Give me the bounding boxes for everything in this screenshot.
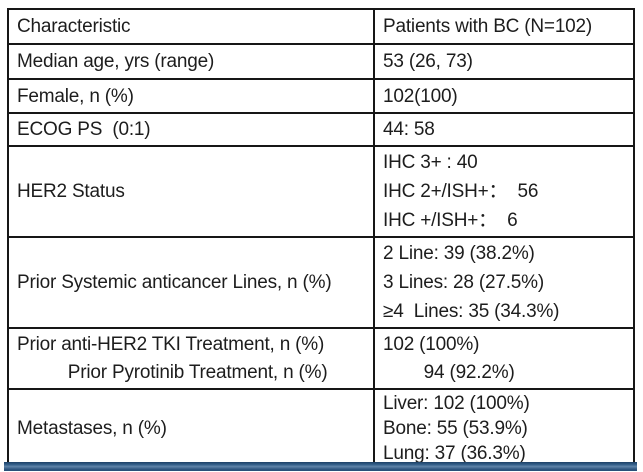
- row-label: Median age, yrs (range): [17, 51, 215, 72]
- row-label: Female, n (%): [17, 85, 134, 107]
- row-label: Prior Systemic anticancer Lines, n (%): [17, 272, 332, 293]
- header-patients-label: Patients with BC (N=102): [383, 16, 593, 37]
- bottom-accent-bar: [4, 462, 637, 471]
- row-value: 102(100): [383, 85, 458, 107]
- label-cell: Prior anti-HER2 TKI Treatment, n (%) Pri…: [7, 327, 375, 390]
- value-cell: 53 (26, 73): [373, 43, 635, 80]
- value-cell: 44: 58: [373, 112, 635, 147]
- row-value: Bone: 55 (53.9%): [383, 418, 528, 439]
- label-cell: Female, n (%): [7, 78, 375, 114]
- characteristics-table: Characteristic Patients with BC (N=102) …: [7, 8, 635, 469]
- row-value: 102 (100%): [383, 333, 480, 355]
- table-row-median-age: Median age, yrs (range) 53 (26, 73): [7, 43, 635, 80]
- header-cell-characteristic: Characteristic: [7, 8, 375, 45]
- value-cell: 102 (100%) 94 (92.2%): [373, 327, 635, 390]
- label-cell: HER2 Status: [7, 145, 375, 238]
- row-value: Lung: 37 (36.3%): [383, 443, 526, 464]
- row-label: Metastases, n (%): [17, 418, 167, 439]
- header-characteristic-label: Characteristic: [17, 16, 131, 37]
- row-value: 2 Line: 39 (38.2%): [383, 243, 535, 264]
- row-value-indented: 94 (92.2%): [383, 361, 515, 383]
- label-cell: ECOG PS (0:1): [7, 112, 375, 147]
- header-cell-patients: Patients with BC (N=102): [373, 8, 635, 45]
- row-value: Liver: 102 (100%): [383, 393, 530, 414]
- row-value: IHC 2+/ISH+： 56: [383, 181, 539, 202]
- row-value: 53 (26, 73): [383, 51, 473, 72]
- value-cell: 102(100): [373, 78, 635, 114]
- value-cell: Liver: 102 (100%) Bone: 55 (53.9%) Lung:…: [373, 388, 635, 469]
- row-label: Prior anti-HER2 TKI Treatment, n (%): [17, 333, 325, 355]
- row-value: ≥4 Lines: 35 (34.3%): [383, 301, 560, 322]
- table-row-her2-status: HER2 Status IHC 3+ : 40 IHC 2+/ISH+： 56 …: [7, 145, 635, 238]
- row-value: 3 Lines: 28 (27.5%): [383, 272, 544, 293]
- label-cell: Median age, yrs (range): [7, 43, 375, 80]
- table-row-prior-systemic-lines: Prior Systemic anticancer Lines, n (%) 2…: [7, 236, 635, 329]
- value-cell: 2 Line: 39 (38.2%) 3 Lines: 28 (27.5%) ≥…: [373, 236, 635, 329]
- row-value: 44: 58: [383, 119, 435, 140]
- table-row-female: Female, n (%) 102(100): [7, 78, 635, 114]
- row-label-indented: Prior Pyrotinib Treatment, n (%): [17, 361, 328, 383]
- table-row-ecog-ps: ECOG PS (0:1) 44: 58: [7, 112, 635, 147]
- table-header-row: Characteristic Patients with BC (N=102): [7, 8, 635, 45]
- label-cell: Prior Systemic anticancer Lines, n (%): [7, 236, 375, 329]
- value-cell: IHC 3+ : 40 IHC 2+/ISH+： 56 IHC +/ISH+： …: [373, 145, 635, 238]
- table-row-metastases: Metastases, n (%) Liver: 102 (100%) Bone…: [7, 388, 635, 469]
- row-label: ECOG PS (0:1): [17, 119, 151, 140]
- table-row-prior-anti-her2-tki: Prior anti-HER2 TKI Treatment, n (%) Pri…: [7, 327, 635, 390]
- row-value: IHC +/ISH+： 6: [383, 210, 518, 231]
- row-value: IHC 3+ : 40: [383, 152, 478, 173]
- row-label: HER2 Status: [17, 181, 125, 202]
- label-cell: Metastases, n (%): [7, 388, 375, 469]
